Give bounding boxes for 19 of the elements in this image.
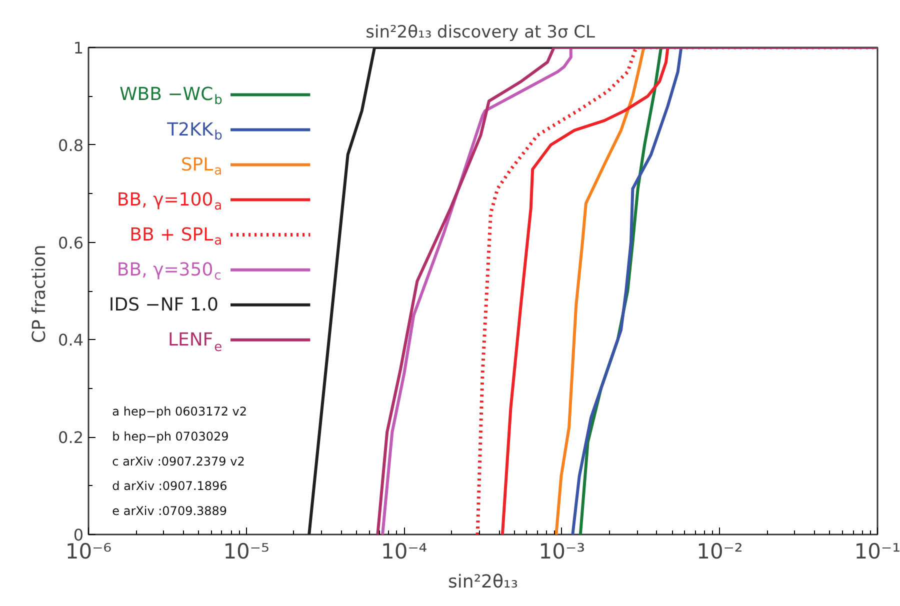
x-tick-label: 10⁻¹ [854, 540, 900, 564]
chart-title: sin²2θ₁₃ discovery at 3σ CL [366, 22, 596, 42]
x-tick-label: 10⁻⁵ [223, 540, 270, 564]
y-axis-title: CP fraction [29, 244, 50, 344]
y-tick-label: 0.6 [58, 233, 84, 252]
x-tick-label: 10⁻³ [538, 540, 586, 564]
x-tick-label: 10⁻⁴ [380, 540, 428, 564]
y-tick-label: 0.4 [58, 330, 84, 350]
annotation: d arXiv :0907.1896 [112, 479, 228, 494]
legend-label: IDS −NF 1.0 [108, 294, 218, 316]
annotation: a hep−ph 0603172 v2 [112, 404, 248, 418]
annotation: e arXiv :0709.3889 [112, 504, 228, 518]
y-tick-label: 1 [73, 38, 84, 58]
annotation: c arXiv :0907.2379 v2 [112, 454, 245, 468]
x-tick-label: 10⁻² [696, 540, 743, 564]
y-tick-label: 0.2 [58, 428, 84, 448]
x-axis-title: sin²2θ₁₃ [448, 572, 518, 592]
y-tick-label: 0.8 [58, 136, 84, 155]
annotation: b hep−ph 0703029 [112, 429, 229, 444]
